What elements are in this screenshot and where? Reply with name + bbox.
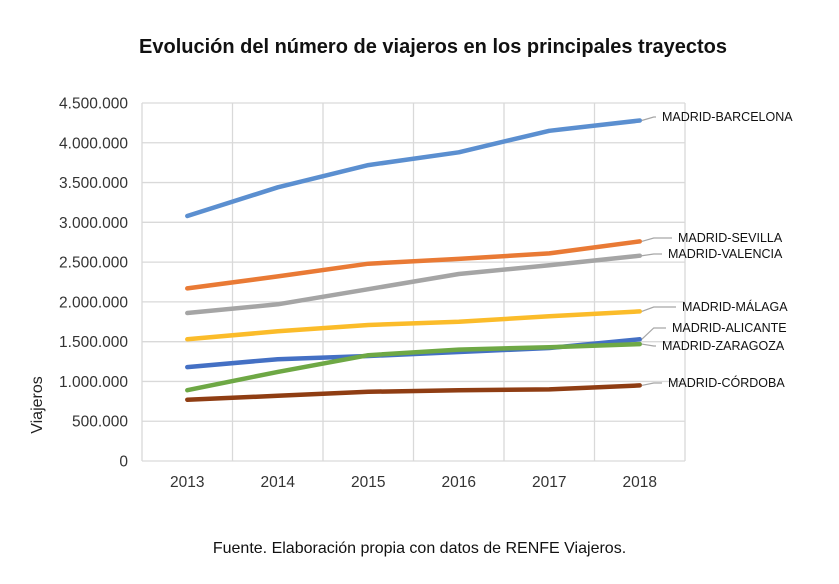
leader-line bbox=[641, 253, 662, 257]
y-tick-label: 4.500.000 bbox=[59, 96, 128, 113]
y-axis-label: Viajeros bbox=[29, 376, 46, 434]
leader-line bbox=[641, 237, 672, 243]
x-tick-label: 2013 bbox=[170, 474, 204, 491]
leader-line bbox=[641, 327, 666, 340]
series-label: MADRID-BARCELONA bbox=[662, 110, 793, 124]
series-line bbox=[185, 309, 643, 342]
source-note: Fuente. Elaboración propia con datos de … bbox=[212, 540, 627, 557]
series-lines bbox=[185, 118, 643, 402]
series-label: MADRID-CÓRDOBA bbox=[668, 375, 785, 390]
y-tick-label: 4.000.000 bbox=[59, 135, 128, 152]
series-line bbox=[185, 253, 643, 316]
series-label: MADRID-VALENCIA bbox=[668, 247, 783, 261]
y-axis-ticks: 0 500.000 1.000.000 1.500.000 2.000.000 2.500… bbox=[59, 96, 128, 471]
x-tick-label: 2018 bbox=[623, 474, 657, 491]
y-tick-label: 2.000.000 bbox=[59, 294, 128, 311]
series-line bbox=[185, 383, 643, 402]
series-labels: MADRID-BARCELONA MADRID-SEVILLA MADRID-VAL… bbox=[641, 110, 793, 390]
x-tick-label: 2017 bbox=[532, 474, 566, 491]
y-tick-label: 3.000.000 bbox=[59, 215, 128, 232]
series-label: MADRID-SEVILLA bbox=[678, 231, 783, 245]
x-tick-label: 2014 bbox=[261, 474, 296, 491]
y-tick-label: 2.500.000 bbox=[59, 255, 128, 272]
y-tick-label: 3.500.000 bbox=[59, 175, 128, 192]
x-tick-label: 2016 bbox=[442, 474, 476, 491]
x-axis-ticks: 2013 2014 2015 2016 2017 2018 bbox=[170, 474, 657, 491]
leader-line bbox=[641, 343, 656, 347]
leader-line bbox=[641, 382, 662, 387]
y-tick-label: 0 bbox=[119, 454, 128, 471]
series-line bbox=[185, 118, 643, 219]
series-label: MADRID-ZARAGOZA bbox=[662, 339, 785, 353]
series-label: MADRID-ALICANTE bbox=[672, 321, 787, 335]
series-line bbox=[185, 341, 643, 393]
y-tick-label: 1.000.000 bbox=[59, 374, 128, 391]
leader-line bbox=[641, 116, 656, 122]
leader-line bbox=[641, 306, 676, 312]
y-tick-label: 1.500.000 bbox=[59, 334, 128, 351]
x-tick-label: 2015 bbox=[351, 474, 385, 491]
series-line bbox=[185, 239, 643, 291]
series-label: MADRID-MÁLAGA bbox=[682, 299, 788, 314]
y-tick-label: 500.000 bbox=[72, 414, 128, 431]
chart-title: Evolución del número de viajeros en los … bbox=[139, 36, 727, 58]
